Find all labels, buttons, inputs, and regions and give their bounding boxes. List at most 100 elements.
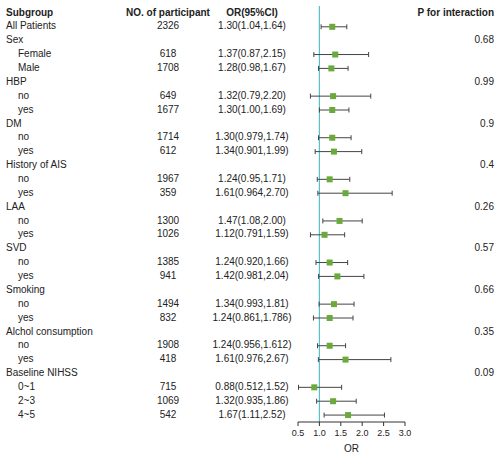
row-label: no — [18, 215, 30, 226]
or-label: 1.47(1.08,2.00) — [218, 215, 286, 226]
x-axis-label: OR — [344, 443, 359, 454]
ci-cap — [349, 177, 350, 182]
column-header: OR(95%CI) — [226, 7, 278, 18]
ci-cap — [390, 357, 391, 362]
ci-line — [310, 96, 370, 97]
participant-count: 542 — [160, 409, 177, 420]
point-estimate — [329, 24, 335, 30]
participant-count: 1714 — [157, 131, 180, 142]
x-tick — [319, 422, 320, 426]
row-label: yes — [18, 353, 34, 364]
participant-count: 418 — [160, 353, 177, 364]
participant-count: 941 — [160, 270, 177, 281]
row-label: no — [18, 298, 30, 309]
participant-count: 1385 — [157, 256, 180, 267]
participant-count: 618 — [160, 48, 177, 59]
row-label: LAA — [6, 201, 25, 212]
ci-cap — [351, 135, 352, 140]
ci-cap — [345, 343, 346, 348]
participant-count: 715 — [160, 381, 177, 392]
p-interaction: 0.57 — [475, 242, 495, 253]
x-tick — [340, 422, 341, 426]
ci-line — [299, 387, 342, 388]
row-label: 4~5 — [18, 409, 35, 420]
ci-cap — [310, 232, 311, 237]
x-tick-label: 0.5 — [292, 428, 305, 438]
point-estimate — [343, 357, 349, 363]
point-estimate — [322, 232, 328, 238]
row-label: Female — [18, 48, 52, 59]
column-header: Subgroup — [6, 7, 53, 18]
ci-cap — [317, 343, 318, 348]
ci-cap — [316, 399, 317, 404]
participant-count: 2326 — [157, 20, 180, 31]
or-label: 1.61(0.976,2.67) — [215, 353, 288, 364]
row-label: Sex — [6, 34, 23, 45]
participant-count: 612 — [160, 145, 177, 156]
row-label: Male — [18, 62, 40, 73]
ci-cap — [318, 274, 319, 279]
x-tick-label: 1.5 — [335, 428, 348, 438]
ci-cap — [370, 94, 371, 99]
participant-count: 1300 — [157, 215, 180, 226]
ci-cap — [313, 52, 314, 57]
or-label: 1.24(0.920,1.66) — [215, 256, 288, 267]
row-label: yes — [18, 312, 34, 323]
column-header: P for interaction — [418, 7, 495, 18]
row-label: 0~1 — [18, 381, 35, 392]
ci-cap — [310, 94, 311, 99]
ci-cap — [298, 385, 299, 390]
row-label: Alchol consumption — [6, 326, 93, 337]
row-label: no — [18, 90, 30, 101]
ci-cap — [317, 191, 318, 196]
ci-cap — [348, 108, 349, 113]
ci-cap — [362, 218, 363, 223]
row-label: All Patients — [6, 20, 56, 31]
or-label: 1.34(0.901,1.99) — [215, 145, 288, 156]
ci-line — [314, 54, 369, 55]
or-label: 1.34(0.993,1.81) — [215, 298, 288, 309]
ci-cap — [321, 24, 322, 29]
p-interaction: 0.4 — [480, 159, 494, 170]
row-label: HBP — [6, 76, 27, 87]
row-label: no — [18, 339, 30, 350]
p-interaction: 0.35 — [475, 326, 495, 337]
or-label: 0.88(0.512,1.52) — [215, 381, 288, 392]
point-estimate — [329, 135, 335, 141]
x-tick — [383, 422, 384, 426]
ci-cap — [313, 316, 314, 321]
participant-count: 1026 — [157, 228, 180, 239]
ci-line — [318, 359, 391, 360]
point-estimate — [327, 315, 333, 321]
row-label: yes — [18, 270, 34, 281]
x-tick-label: 1.0 — [313, 428, 326, 438]
participant-count: 1708 — [157, 62, 180, 73]
or-label: 1.28(0.98,1.67) — [218, 62, 286, 73]
or-label: 1.32(0.79,2.20) — [218, 90, 286, 101]
participant-count: 1677 — [157, 104, 180, 115]
participant-count: 1967 — [157, 173, 180, 184]
participant-count: 1494 — [157, 298, 180, 309]
point-estimate — [327, 260, 333, 266]
ci-cap — [319, 302, 320, 307]
ci-cap — [347, 260, 348, 265]
participant-count: 832 — [160, 312, 177, 323]
ci-cap — [322, 218, 323, 223]
p-interaction: 0.9 — [480, 118, 494, 129]
point-estimate — [327, 176, 333, 182]
participant-count: 1908 — [157, 339, 180, 350]
row-label: Baseline NIHSS — [6, 367, 78, 378]
p-interaction: 0.26 — [475, 201, 495, 212]
or-label: 1.12(0.791,1.59) — [215, 228, 288, 239]
x-tick-label: 2.5 — [377, 428, 390, 438]
or-label: 1.30(1.00,1.69) — [218, 104, 286, 115]
x-axis-line — [298, 422, 405, 423]
ci-cap — [315, 149, 316, 154]
x-tick-label: 3.0 — [399, 428, 412, 438]
ci-line — [313, 318, 353, 319]
chart: SubgroupNO. of participantOR(95%CI)P for… — [0, 0, 500, 462]
row-label: no — [18, 173, 30, 184]
ci-cap — [317, 177, 318, 182]
point-estimate — [329, 107, 335, 113]
ci-cap — [318, 66, 319, 71]
